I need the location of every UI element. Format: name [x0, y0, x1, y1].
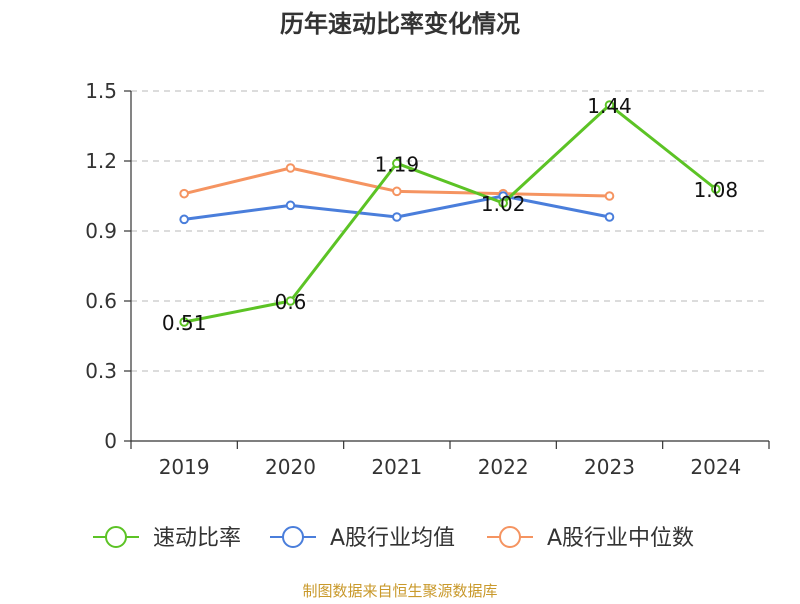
- y-tick-label: 1.5: [85, 79, 117, 103]
- data-point: [285, 200, 296, 211]
- x-tick-label: 2019: [159, 455, 210, 479]
- data-point: [711, 184, 721, 194]
- legend-item: 速动比率: [93, 526, 241, 551]
- x-tick-label: 2024: [690, 455, 741, 479]
- x-tick-label: 2020: [265, 455, 316, 479]
- legend-marker: [105, 526, 127, 548]
- data-point: [392, 186, 402, 197]
- data-point: [285, 163, 296, 173]
- data-point: [604, 100, 615, 110]
- data-label: 1.02: [481, 192, 526, 216]
- data-label: 0.51: [162, 311, 207, 335]
- y-tick-label: 0.9: [85, 219, 117, 243]
- series-line: [183, 103, 717, 324]
- series: [179, 100, 721, 327]
- axes: 0 0.3 0.6 0.9 1.2 1.5 2019 2020 2021 2022 2023 2024: [85, 79, 770, 479]
- legend-label: A股行业中位数: [547, 526, 694, 551]
- data-source-note: 制图数据来自恒生聚源数据库: [302, 582, 497, 600]
- data-label: 1.19: [375, 152, 420, 176]
- data-label: 1.08: [694, 178, 739, 202]
- x-tick-label: 2022: [478, 455, 529, 479]
- data-point: [392, 158, 402, 169]
- data-point: [285, 296, 296, 306]
- chart-title: 历年速动比率变化情况: [280, 10, 520, 38]
- data-label: 1.44: [587, 94, 632, 118]
- y-tick-label: 1.2: [85, 149, 117, 173]
- data-labels: 0.51 0.6 1.19 1.02 1.44 1.08: [162, 94, 738, 335]
- y-tick-label: 0: [104, 429, 117, 453]
- data-point: [179, 317, 189, 327]
- data-point: [179, 214, 189, 225]
- data-point: [179, 188, 189, 199]
- legend-marker: [499, 526, 521, 548]
- data-point: [604, 212, 615, 222]
- data-point: [498, 198, 508, 208]
- data-point: [392, 212, 402, 222]
- legend: 速动比率 A股行业均值 A股行业中位数: [93, 526, 694, 551]
- x-tick-label: 2023: [584, 455, 635, 479]
- x-tick-label: 2021: [371, 455, 422, 479]
- data-point: [604, 191, 615, 201]
- legend-marker: [282, 526, 304, 548]
- y-tick-label: 0.3: [85, 359, 117, 383]
- data-label: 0.6: [275, 290, 307, 314]
- legend-label: A股行业均值: [330, 526, 455, 551]
- legend-label: 速动比率: [153, 526, 241, 551]
- grid: [131, 90, 769, 372]
- legend-item: A股行业均值: [270, 526, 455, 551]
- legend-item: A股行业中位数: [487, 526, 694, 551]
- y-tick-label: 0.6: [85, 289, 117, 313]
